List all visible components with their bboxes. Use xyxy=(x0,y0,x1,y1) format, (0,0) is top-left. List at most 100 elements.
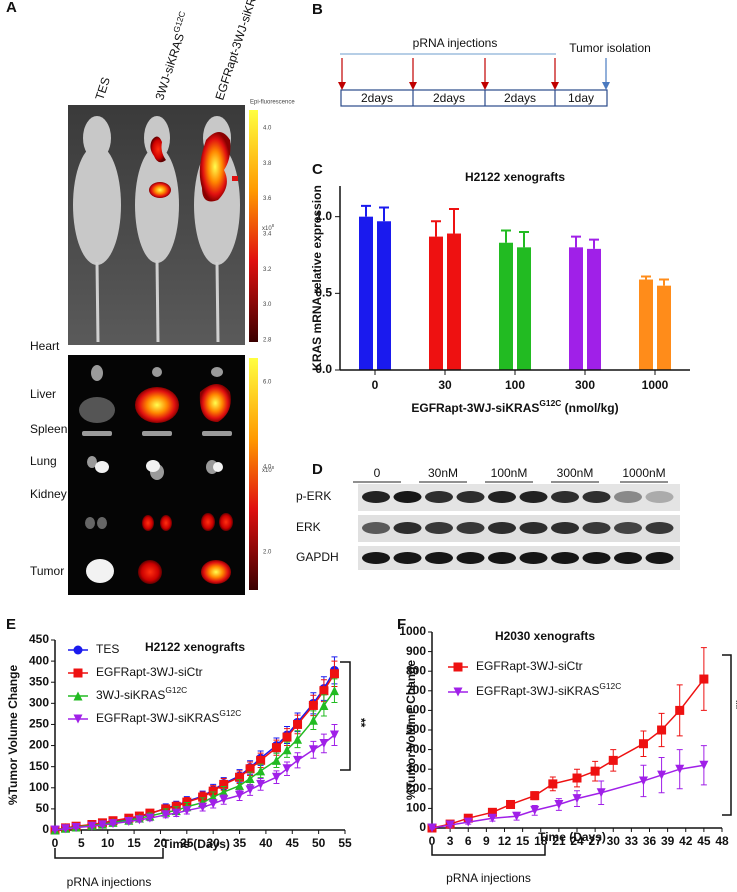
column-label-text: EGFRapt-3WJ-siKRAS xyxy=(213,0,264,102)
x-tick-label: 0 xyxy=(429,834,436,848)
y-axis-label: %Tumor Volume Change xyxy=(6,665,20,806)
x-tick-label: 0 xyxy=(52,836,59,850)
marker xyxy=(219,779,229,789)
x-tick-label: 100 xyxy=(505,378,525,392)
marker xyxy=(308,700,318,710)
marker xyxy=(453,662,463,672)
colorbar-unit-text: x10 xyxy=(262,468,272,474)
marker xyxy=(161,810,171,820)
error-bar xyxy=(379,206,389,222)
x-tick-label: 30 xyxy=(207,836,221,850)
y-tick-label: 300 xyxy=(29,696,49,710)
error-bar xyxy=(641,275,651,280)
band xyxy=(519,491,548,503)
x-axis-label-suffix: (nmol/kg) xyxy=(561,401,618,415)
x-tick-label: 24 xyxy=(570,834,584,848)
interval-label: 2days xyxy=(361,91,393,105)
marker xyxy=(73,645,83,655)
y-axis-label: %Tumor Volume Change xyxy=(404,660,418,801)
band xyxy=(551,491,579,503)
band xyxy=(614,522,642,534)
legend-label-text: 3WJ-siKRAS xyxy=(96,688,165,702)
x-tick-label: 15 xyxy=(127,836,141,850)
y-tick-label: 450 xyxy=(29,632,49,646)
error-bar xyxy=(659,278,669,286)
x-tick-label: 21 xyxy=(552,834,566,848)
marker xyxy=(124,817,134,827)
panel-label: E xyxy=(6,616,16,633)
bar xyxy=(569,247,583,370)
marker xyxy=(145,813,155,823)
y-axis-label: KRAS mRNA relative expression xyxy=(310,185,324,371)
chart-title: H2122 xenografts xyxy=(145,640,245,654)
colorbar-unit-text: x10 xyxy=(262,226,272,232)
injection-bracket xyxy=(54,848,164,859)
marker xyxy=(596,788,606,798)
panel-b-diagram xyxy=(338,53,610,107)
bar xyxy=(517,247,531,370)
column-label: EGFRapt-3WJ-siKRASG12C xyxy=(210,0,271,102)
colorbar-tick: 3.6 xyxy=(263,196,272,202)
y-tick-label: 800 xyxy=(406,663,426,677)
legend-label: EGFRapt-3WJ-siKRASG12C xyxy=(96,708,241,725)
x-tick-label: 30 xyxy=(438,378,452,392)
marker xyxy=(329,730,339,740)
bar xyxy=(447,233,461,370)
lane-label: 300nM xyxy=(557,466,594,480)
x-axis-label: EGFRapt-3WJ-siKRASG12C (nmol/kg) xyxy=(411,398,618,415)
y-tick-label: 0.5 xyxy=(315,286,332,300)
y-tick-label: 0.0 xyxy=(315,362,332,376)
marker xyxy=(487,813,497,823)
marker xyxy=(512,811,522,821)
x-axis-label-sup: G12C xyxy=(539,398,561,408)
significance: ** xyxy=(729,700,737,710)
colorbar-tick: 6.0 xyxy=(263,380,272,386)
organ-label: Lung xyxy=(30,454,57,468)
bar xyxy=(499,242,513,370)
band xyxy=(582,491,611,503)
marker xyxy=(319,686,329,696)
row-label: GAPDH xyxy=(296,550,339,564)
organ-label: Kidney xyxy=(30,487,67,501)
lane-label: 30nM xyxy=(428,466,458,480)
error-bar xyxy=(589,238,599,249)
marker xyxy=(97,820,107,830)
x-tick-label: 12 xyxy=(498,834,512,848)
marker xyxy=(282,732,292,742)
marker xyxy=(487,807,497,817)
row-label: ERK xyxy=(296,520,321,534)
y-tick-label: 700 xyxy=(406,683,426,697)
y-tick-label: 300 xyxy=(406,761,426,775)
bar xyxy=(359,216,373,370)
band xyxy=(519,522,548,534)
marker xyxy=(572,794,582,804)
marker xyxy=(271,743,281,753)
marker xyxy=(73,714,83,724)
y-tick-label: 250 xyxy=(29,717,49,731)
bar xyxy=(587,248,601,370)
bar xyxy=(429,236,443,370)
x-tick-label: 36 xyxy=(643,834,657,848)
x-tick-label: 25 xyxy=(180,836,194,850)
y-tick-label: 1000 xyxy=(399,624,426,638)
marker xyxy=(530,805,540,815)
marker xyxy=(530,791,540,801)
error-bar xyxy=(449,208,459,234)
marker xyxy=(506,799,516,809)
band xyxy=(551,522,579,534)
y-tick-label: 150 xyxy=(29,759,49,773)
marker xyxy=(271,755,281,765)
organ-label: Liver xyxy=(30,387,56,401)
legend-label: EGFRapt-3WJ-siCtr xyxy=(476,659,583,673)
colorbar-tick: 2.8 xyxy=(263,338,272,344)
band xyxy=(488,491,516,503)
legend-label: TES xyxy=(96,642,119,656)
injection-label: pRNA injections xyxy=(413,36,498,50)
colorbar-unit: x108 xyxy=(262,465,275,474)
marker xyxy=(256,779,266,789)
marker xyxy=(308,745,318,755)
marker xyxy=(219,795,229,805)
band xyxy=(456,522,485,534)
